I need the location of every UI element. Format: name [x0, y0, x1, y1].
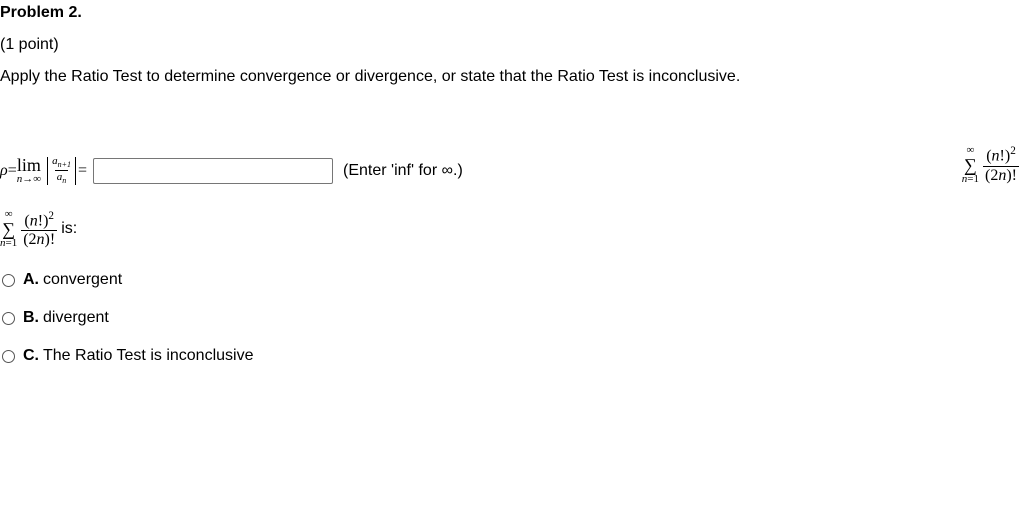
- option-b-text: divergent: [43, 309, 109, 327]
- option-a-letter: A.: [23, 271, 39, 289]
- sigma-stack: ∞ ∑ n=1: [962, 145, 979, 185]
- problem-prompt: Apply the Ratio Test to determine conver…: [0, 68, 1029, 86]
- option-a-row: A. convergent: [0, 271, 1029, 289]
- abs-bar-left: [47, 157, 48, 185]
- series-display-right: ∞ ∑ n=1 (n!)2 (2n)!: [962, 140, 1019, 185]
- series-is-row: ∞ ∑ n=1 (n!)2 (2n)! is:: [0, 209, 1029, 249]
- sum-lower: n=1: [962, 174, 979, 185]
- problem-points: (1 point): [0, 36, 1029, 54]
- option-c-radio[interactable]: [2, 350, 15, 363]
- series-fraction-2: (n!)2 (2n)!: [21, 211, 57, 248]
- equals-2: =: [78, 162, 87, 180]
- sigma-icon: ∑: [964, 156, 977, 174]
- limit: lim n→∞: [17, 156, 41, 185]
- option-b-letter: B.: [23, 309, 39, 327]
- series-fraction: (n!)2 (2n)!: [983, 146, 1019, 183]
- option-a-text: convergent: [43, 271, 122, 289]
- option-a-radio[interactable]: [2, 274, 15, 287]
- rho-symbol: ρ: [0, 162, 8, 180]
- option-b-row: B. divergent: [0, 309, 1029, 327]
- ratio-fraction: an+1 an: [50, 156, 73, 185]
- sigma-stack-2: ∞ ∑ n=1: [0, 209, 17, 249]
- input-hint: (Enter 'inf' for ∞.): [343, 162, 463, 180]
- option-b-radio[interactable]: [2, 312, 15, 325]
- equals-1: =: [8, 162, 17, 180]
- sigma-icon: ∑: [2, 220, 15, 238]
- problem-title: Problem 2.: [0, 4, 1029, 22]
- rho-row: ρ = lim n→∞ an+1 an = (Enter 'inf' for ∞…: [0, 156, 1029, 185]
- option-c-letter: C.: [23, 347, 39, 365]
- option-c-text: The Ratio Test is inconclusive: [43, 347, 253, 365]
- abs-bar-right: [75, 157, 76, 185]
- is-text: is:: [61, 220, 77, 238]
- option-c-row: C. The Ratio Test is inconclusive: [0, 347, 1029, 365]
- rho-input[interactable]: [93, 158, 333, 184]
